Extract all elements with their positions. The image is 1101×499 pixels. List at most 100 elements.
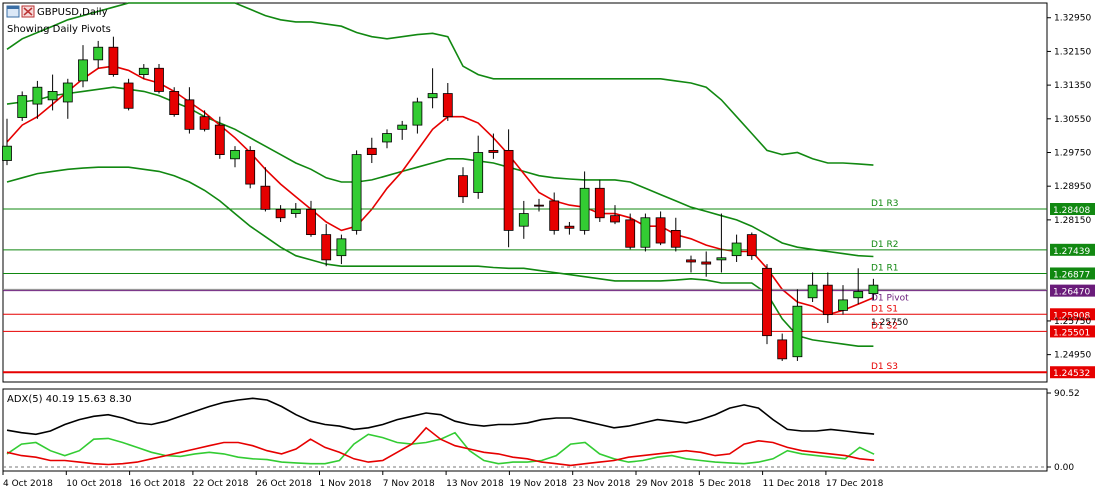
x-tick-label: 10 Oct 2018 — [66, 479, 122, 489]
pivot-price-label: 1.26470 — [1053, 288, 1090, 298]
pivot-price-tag — [1050, 284, 1095, 297]
pivot-price-tag — [1050, 308, 1095, 321]
adx-lines: 90.52 0.00 — [3, 389, 1080, 473]
pivot-label: D1 S2 — [871, 321, 898, 331]
y-tick-label: 1.32950 — [1054, 14, 1091, 24]
candle-body — [199, 116, 210, 130]
x-tick-label: 1 Nov 2018 — [320, 479, 372, 489]
candle-body — [108, 46, 119, 75]
candle-body — [290, 208, 301, 214]
candle-body — [62, 82, 73, 103]
indicator-frame — [2, 388, 1048, 472]
candle-body — [640, 217, 651, 248]
candle-body — [336, 238, 347, 257]
candle-body — [792, 305, 803, 358]
pivot-price-label: 1.28408 — [1053, 206, 1090, 216]
moving-average-line — [6, 65, 874, 316]
x-tick-label: 17 Dec 2018 — [826, 479, 884, 489]
pivot-price-tag — [1050, 243, 1095, 256]
pivot-price-tag — [1050, 366, 1095, 379]
candle-body — [32, 86, 43, 105]
y-tick-label: 1.31350 — [1054, 81, 1091, 91]
title-block: GBPUSD,Daily Showing Daily Pivots — [6, 5, 111, 35]
x-tick-label: 13 Nov 2018 — [446, 479, 504, 489]
candle-body — [716, 257, 727, 261]
adx-tick-label: 0.00 — [1054, 463, 1074, 473]
pivot-label: D1 R3 — [871, 199, 899, 209]
adx-title: ADX(5) 40.19 15.63 8.30 — [7, 394, 132, 405]
candle-body — [154, 67, 164, 92]
candle-body — [853, 291, 864, 299]
candle-body — [138, 67, 149, 75]
candle-body — [17, 95, 28, 118]
window-close-icon[interactable] — [21, 5, 35, 18]
x-tick-label: 23 Nov 2018 — [573, 479, 631, 489]
candle-body — [245, 149, 256, 185]
pivot-price-label: 1.27439 — [1053, 247, 1090, 257]
pivot-label: D1 R1 — [871, 263, 899, 273]
pivot-price-tag — [1050, 267, 1095, 280]
x-tick-label: 26 Oct 2018 — [256, 479, 312, 489]
candle-body — [366, 147, 377, 156]
candle-body — [123, 82, 134, 109]
candle-body — [564, 225, 575, 229]
x-tick-label: 19 Nov 2018 — [509, 479, 567, 489]
pivot-price-label: 1.26877 — [1053, 270, 1090, 280]
candle-body — [686, 259, 696, 263]
adx-series-line — [6, 397, 875, 436]
candle-body — [78, 59, 88, 82]
candle-body — [93, 46, 104, 61]
candle-body — [458, 175, 468, 198]
chart-title: GBPUSD,Daily — [37, 7, 108, 18]
candle-body — [579, 187, 590, 231]
candle-body — [625, 219, 636, 248]
candle-body — [594, 187, 605, 219]
candle-body — [442, 93, 453, 118]
pivot-price-label: 1.24532 — [1053, 369, 1090, 379]
candle-body — [549, 200, 560, 231]
pivot-lines: D1 R3 1.28408 D1 R2 1.27439 D1 R1 1.26877 D1 P… — [3, 199, 1095, 379]
candle-body — [670, 229, 681, 248]
candle-body — [169, 91, 180, 115]
candle-body — [807, 284, 818, 299]
candle-body — [412, 101, 423, 126]
candle-body — [214, 124, 225, 156]
candle-body — [868, 284, 879, 294]
window-restore-icon[interactable] — [6, 5, 20, 18]
pivot-price-tag — [1050, 325, 1095, 338]
candle-body — [655, 217, 666, 244]
x-tick-label: 7 Nov 2018 — [383, 479, 435, 489]
candle-body — [473, 152, 484, 193]
pivot-label: D1 S3 — [871, 362, 898, 372]
x-tick-label: 11 Dec 2018 — [763, 479, 821, 489]
bollinger-mid-line — [6, 86, 874, 258]
bollinger-upper-line — [6, 2, 874, 166]
x-tick-label: 16 Oct 2018 — [130, 479, 186, 489]
candle-body — [382, 133, 392, 143]
adx-tick-label: 90.52 — [1054, 389, 1080, 399]
y-tick-label: 1.29750 — [1054, 148, 1091, 158]
candle-body — [427, 93, 438, 99]
candle-body — [731, 242, 742, 257]
chart-subtitle: Showing Daily Pivots — [7, 24, 111, 35]
candle-body — [762, 267, 772, 337]
y-tick-label: 1.32150 — [1054, 47, 1091, 57]
candle-body — [2, 145, 12, 161]
candle-body — [610, 215, 620, 223]
pivot-label: D1 R2 — [871, 240, 899, 250]
x-tick-label: 29 Nov 2018 — [636, 479, 694, 489]
x-tick-label: 5 Dec 2018 — [699, 479, 751, 489]
pivot-price-label: 1.25501 — [1053, 328, 1090, 338]
y-tick-label: 1.28150 — [1054, 216, 1091, 226]
x-tick-label: 22 Oct 2018 — [193, 479, 249, 489]
axes: 1.32950 1.32150 1.31350 1.30550 1.29750 1.289… — [2, 14, 1091, 489]
candles — [2, 36, 879, 361]
candle-body — [397, 124, 408, 130]
pivot-label: D1 Pivot — [871, 294, 909, 304]
candle-body — [351, 154, 362, 231]
candle-body — [534, 204, 544, 207]
candle-body — [518, 213, 529, 227]
candle-body — [184, 99, 195, 130]
candle-body — [838, 299, 848, 311]
